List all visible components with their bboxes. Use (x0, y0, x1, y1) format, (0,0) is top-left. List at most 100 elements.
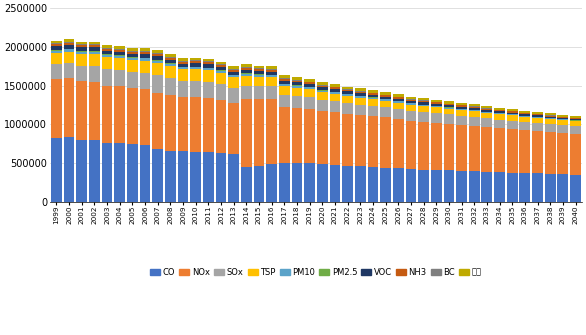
Bar (418, 101, 429, 103)
Bar (101, 45, 113, 48)
Bar (342, 90, 353, 91)
Bar (266, 69, 277, 70)
Bar (557, 133, 568, 174)
Bar (76, 51, 87, 52)
Bar (329, 94, 340, 101)
Bar (355, 166, 366, 202)
Bar (431, 104, 442, 106)
Bar (139, 48, 151, 51)
Bar (51, 138, 62, 202)
Bar (101, 54, 113, 55)
Bar (317, 100, 328, 111)
Bar (101, 57, 113, 69)
Bar (279, 163, 289, 202)
Bar (456, 103, 467, 105)
Bar (114, 58, 125, 70)
Bar (342, 103, 353, 114)
Bar (266, 70, 277, 72)
Bar (317, 85, 328, 86)
Bar (254, 66, 264, 68)
Bar (380, 108, 391, 118)
Bar (393, 97, 404, 99)
Bar (64, 39, 74, 42)
Bar (178, 67, 188, 69)
Bar (64, 42, 74, 43)
Bar (469, 108, 479, 110)
Bar (216, 64, 226, 65)
Bar (456, 171, 467, 202)
Bar (317, 92, 328, 100)
Bar (165, 58, 176, 60)
Bar (532, 131, 543, 174)
Bar (127, 144, 138, 202)
Bar (482, 108, 492, 109)
Bar (469, 107, 479, 108)
Bar (114, 143, 125, 202)
Bar (76, 54, 87, 66)
Bar (317, 111, 328, 164)
Bar (89, 51, 100, 52)
Bar (317, 90, 328, 92)
Bar (507, 112, 517, 113)
Bar (152, 149, 163, 202)
Bar (266, 164, 277, 202)
Bar (241, 85, 252, 99)
Bar (139, 52, 151, 54)
Bar (304, 82, 315, 84)
Bar (469, 171, 479, 202)
Bar (292, 82, 302, 85)
Bar (557, 174, 568, 202)
Bar (178, 69, 188, 81)
Bar (114, 50, 125, 52)
Bar (557, 125, 568, 133)
Bar (456, 106, 467, 107)
Bar (519, 173, 530, 202)
Bar (127, 88, 138, 144)
Bar (64, 137, 74, 202)
Bar (342, 96, 353, 103)
Bar (152, 56, 163, 60)
Bar (380, 97, 391, 99)
Bar (545, 124, 556, 132)
Bar (507, 113, 517, 114)
Bar (444, 124, 454, 170)
Bar (266, 86, 277, 99)
Bar (329, 89, 340, 92)
Bar (507, 115, 517, 116)
Bar (178, 81, 188, 97)
Bar (241, 167, 252, 202)
Bar (431, 170, 442, 202)
Bar (64, 52, 74, 63)
Bar (329, 165, 340, 202)
Bar (241, 67, 252, 68)
Bar (444, 106, 454, 107)
Bar (469, 111, 479, 117)
Bar (418, 106, 429, 112)
Bar (304, 89, 315, 97)
Bar (355, 96, 366, 97)
Bar (431, 113, 442, 123)
Bar (570, 121, 581, 126)
Bar (342, 94, 353, 96)
Bar (304, 163, 315, 202)
Bar (51, 50, 62, 51)
Bar (545, 132, 556, 174)
Bar (152, 63, 163, 75)
Bar (165, 63, 176, 64)
Bar (152, 61, 163, 63)
Bar (89, 42, 100, 44)
Bar (152, 50, 163, 53)
Bar (279, 81, 289, 84)
Bar (393, 119, 404, 169)
Bar (456, 125, 467, 171)
Bar (64, 49, 74, 52)
Bar (469, 110, 479, 111)
Bar (152, 75, 163, 92)
Bar (216, 84, 226, 100)
Bar (190, 152, 201, 202)
Bar (444, 115, 454, 124)
Bar (406, 101, 416, 103)
Bar (266, 72, 277, 75)
Bar (254, 86, 264, 99)
Bar (532, 123, 543, 131)
